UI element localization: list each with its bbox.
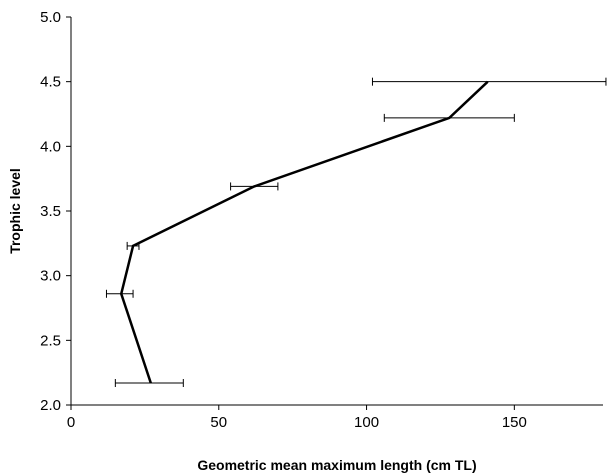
x-tick-label: 150 bbox=[502, 414, 527, 431]
y-axis-title: Trophic level bbox=[7, 168, 23, 254]
x-tick-label: 0 bbox=[67, 414, 75, 431]
series-layer bbox=[105, 77, 607, 388]
x-tick-label: 50 bbox=[210, 414, 227, 431]
x-tick-label: 100 bbox=[354, 414, 379, 431]
y-tick-label: 5.0 bbox=[40, 9, 61, 26]
data-point bbox=[150, 382, 152, 384]
data-point bbox=[132, 245, 134, 247]
data-point bbox=[253, 185, 255, 187]
y-tick-label: 3.0 bbox=[40, 268, 61, 285]
data-point bbox=[120, 293, 122, 295]
y-tick-label: 4.5 bbox=[40, 74, 61, 91]
y-tick-label: 2.0 bbox=[40, 397, 61, 414]
data-point bbox=[448, 117, 450, 119]
axes bbox=[70, 17, 603, 406]
y-tick-label: 2.5 bbox=[40, 332, 61, 349]
y-tick-label: 4.0 bbox=[40, 138, 61, 155]
x-ticks: 0 50 100 150 bbox=[67, 405, 527, 431]
y-ticks: 2.0 2.5 3.0 3.5 4.0 4.5 5.0 bbox=[40, 9, 71, 414]
series-line bbox=[119, 80, 489, 384]
y-tick-label: 3.5 bbox=[40, 203, 61, 220]
data-point bbox=[487, 81, 489, 83]
x-axis-title: Geometric mean maximum length (cm TL) bbox=[197, 457, 476, 473]
